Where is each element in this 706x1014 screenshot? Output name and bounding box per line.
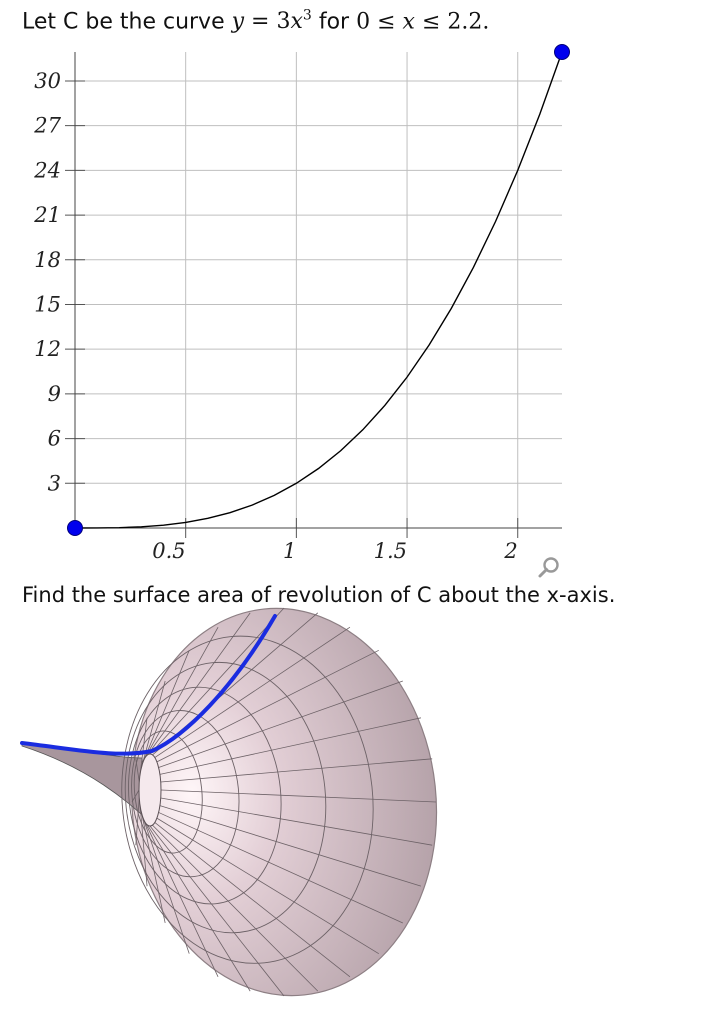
mesh-ring	[128, 686, 282, 905]
mesh-ray	[154, 822, 351, 978]
tick-labels: 3 6 9 12 15 18 21 24 27 30 0.5 1 1.5 2	[33, 69, 517, 563]
domain-inequality: 0 ≤ x ≤ 2.2.	[356, 9, 489, 34]
mesh-ray	[159, 805, 422, 887]
lower-bound: 0	[356, 9, 371, 35]
mesh-ray	[160, 797, 433, 846]
question-text: Find the surface area of revolution of C…	[22, 583, 616, 607]
y-tick-label: 6	[48, 427, 61, 451]
mesh-ray	[141, 812, 166, 924]
curve-line	[74, 51, 563, 529]
magnifier-icon[interactable]	[536, 555, 562, 581]
y-tick-label: 12	[34, 337, 61, 361]
x-tick-label: 1.5	[374, 539, 407, 563]
y-variable: y	[231, 9, 245, 35]
prompt-prefix: Let C be the curve	[22, 9, 225, 35]
mesh-ray	[152, 824, 319, 992]
mesh-ray	[160, 758, 433, 783]
endpoint-marker	[67, 520, 83, 536]
generating-curve	[20, 614, 277, 756]
endpoint-marker	[554, 44, 570, 60]
coefficient: 3	[276, 9, 291, 35]
surface-of-revolution-figure	[20, 607, 438, 997]
mesh-ring	[124, 661, 327, 934]
y-tick-label: 24	[33, 158, 61, 182]
problem-statement: Let C be the curve y = 3x3 for 0 ≤ x ≤ 2…	[22, 8, 489, 34]
y-tick-label: 18	[34, 248, 61, 272]
le-sign: ≤	[377, 9, 396, 35]
y-tick-label: 27	[33, 114, 61, 138]
x-variable: x	[402, 9, 415, 35]
horn-neck	[138, 753, 162, 827]
equals-sign: =	[251, 9, 270, 35]
horn-mouth	[130, 607, 438, 997]
mesh-ray	[139, 717, 148, 775]
mesh-ray	[149, 607, 285, 755]
mesh-ray	[149, 825, 285, 997]
y-tick-label: 15	[34, 292, 61, 316]
upper-bound: 2.2.	[447, 9, 490, 35]
mesh-ring	[133, 730, 203, 854]
y-tick-label: 3	[48, 471, 61, 495]
mesh-ray	[135, 797, 140, 846]
for-word: for	[318, 9, 350, 35]
mesh-ray	[142, 650, 190, 763]
x-tick-label: 0.5	[152, 539, 185, 563]
mesh-ring	[121, 635, 374, 964]
mesh-ray	[147, 824, 251, 992]
mesh-ring	[131, 710, 240, 878]
mesh-ray	[135, 758, 140, 783]
y-tick-label: 9	[48, 382, 61, 406]
y-tick-label: 21	[33, 203, 61, 227]
x-tick-label: 1	[283, 539, 296, 563]
y-tick-label: 30	[34, 69, 61, 93]
mesh-ray	[158, 812, 404, 924]
endpoints	[67, 44, 570, 536]
mesh-ray	[131, 789, 140, 803]
mesh-ray	[144, 822, 219, 977]
curve-plot: 3 6 9 12 15 18 21 24 27 30 0.5 1 1.5 2	[33, 44, 570, 563]
exponent: 3	[302, 8, 312, 24]
curve-equation: y = 3x3	[231, 8, 312, 35]
plot-grid	[75, 52, 562, 528]
mesh-ray	[139, 805, 148, 887]
plot-axes	[65, 52, 562, 538]
le-sign: ≤	[421, 9, 441, 35]
x-tick-label: 2	[503, 539, 517, 563]
mesh-ray	[156, 817, 379, 955]
mesh-ray	[144, 627, 219, 758]
mesh-ray	[160, 789, 437, 803]
mesh-ray	[158, 680, 403, 768]
mesh-ray	[147, 612, 251, 756]
mesh-ray	[159, 717, 422, 775]
x-variable: x	[290, 9, 303, 35]
mesh-ray	[142, 818, 190, 954]
mesh-ray	[154, 626, 351, 758]
mesh-ray	[156, 649, 379, 763]
surface-mesh	[20, 607, 438, 997]
